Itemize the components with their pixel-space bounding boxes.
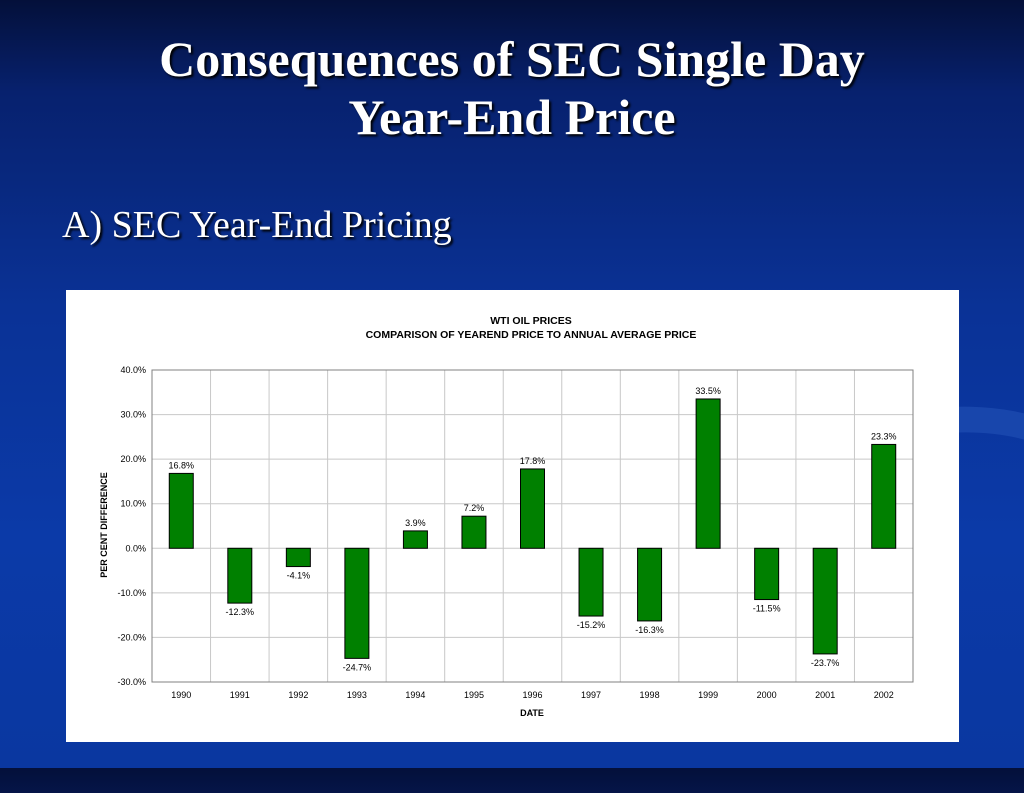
data-label-1995: 7.2% xyxy=(464,503,485,513)
slide-title-line-1: Consequences of SEC Single Day xyxy=(159,31,865,87)
bullet-text: A) SEC Year-End Pricing xyxy=(62,204,452,246)
data-label-1992: -4.1% xyxy=(287,571,311,581)
data-label-2001: -23.7% xyxy=(811,658,840,668)
chart-subtitle: COMPARISON OF YEAREND PRICE TO ANNUAL AV… xyxy=(366,329,697,341)
slide-title-line-2: Year-End Price xyxy=(348,89,676,145)
bar-1992 xyxy=(285,547,311,568)
x-tick-label: 1995 xyxy=(464,690,484,700)
data-label-2002: 23.3% xyxy=(871,431,897,441)
bar-2001 xyxy=(812,547,838,655)
bar-2002 xyxy=(871,443,897,549)
data-label-2000: -11.5% xyxy=(753,604,781,614)
chart-title: WTI OIL PRICES xyxy=(490,315,571,327)
bar-1993 xyxy=(344,547,370,659)
y-tick-label: -10.0% xyxy=(117,588,146,598)
y-axis-label: PER CENT DIFFERENCE xyxy=(99,472,109,578)
bar-1999 xyxy=(695,398,721,549)
y-tick-label: 40.0% xyxy=(120,365,146,375)
y-tick-label: -30.0% xyxy=(117,677,146,687)
data-label-1997: -15.2% xyxy=(577,620,606,630)
x-tick-label: 1999 xyxy=(698,690,718,700)
chart-panel: WTI OIL PRICES COMPARISON OF YEAREND PRI… xyxy=(66,290,959,742)
data-label-1994: 3.9% xyxy=(405,518,426,528)
x-tick-label: 1993 xyxy=(347,690,367,700)
y-tick-label: 30.0% xyxy=(120,410,146,420)
data-label-1991: -12.3% xyxy=(226,607,255,617)
bars xyxy=(168,398,897,659)
y-tick-label: -20.0% xyxy=(117,632,146,642)
bar-1990 xyxy=(168,472,194,549)
bar-1996 xyxy=(520,468,545,549)
data-label-1996: 17.8% xyxy=(520,456,546,466)
x-tick-label: 1990 xyxy=(171,690,191,700)
y-tick-label: 20.0% xyxy=(120,454,146,464)
bar-1994 xyxy=(402,530,428,549)
bar-1997 xyxy=(578,547,604,617)
plot-area-frame xyxy=(151,369,914,683)
y-tick-label: 0.0% xyxy=(125,543,146,553)
bar-1995 xyxy=(461,515,487,549)
x-tick-label: 2000 xyxy=(757,690,777,700)
x-tick-label: 2002 xyxy=(874,690,894,700)
bar-1998 xyxy=(637,547,663,622)
data-labels: 16.8% -12.3% -4.1% -24.7% 3.9% 7.2% 17.8% -15.2… xyxy=(169,386,897,672)
bar-2000 xyxy=(754,547,780,601)
x-tick-label: 1992 xyxy=(288,690,308,700)
bar-1991 xyxy=(227,547,253,604)
x-tick-label: 1991 xyxy=(230,690,250,700)
data-label-1998: -16.3% xyxy=(635,625,664,635)
y-tick-label: 10.0% xyxy=(120,499,146,509)
data-label-1999: 33.5% xyxy=(695,386,721,396)
bar-chart: WTI OIL PRICES COMPARISON OF YEAREND PRI… xyxy=(99,315,914,718)
data-label-1990: 16.8% xyxy=(169,460,195,470)
slide-title: Consequences of SEC Single Day Year-End … xyxy=(0,30,1024,146)
x-tick-label: 2001 xyxy=(815,690,835,700)
x-tick-label: 1997 xyxy=(581,690,601,700)
data-label-1993: -24.7% xyxy=(343,662,372,672)
x-tick-label: 1994 xyxy=(405,690,425,700)
x-tick-label: 1998 xyxy=(640,690,660,700)
x-tick-label: 1996 xyxy=(522,690,542,700)
x-axis-label: DATE xyxy=(520,708,544,718)
tick-labels: 40.0% 30.0% 20.0% 10.0% 0.0% -10.0% -20.0% -30.… xyxy=(117,365,893,700)
